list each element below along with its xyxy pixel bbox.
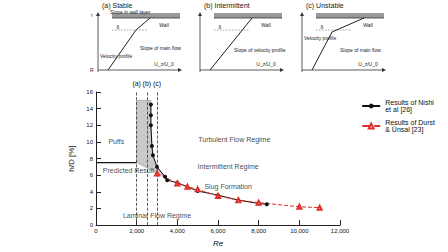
svg-text:(b) Intermittent: (b) Intermittent <box>204 2 250 10</box>
svg-text:6,000: 6,000 <box>210 228 226 234</box>
svg-text:& Ünsal [23]: & Ünsal [23] <box>385 126 423 134</box>
svg-text:h/D [%]: h/D [%] <box>67 145 76 171</box>
svg-text:Re: Re <box>213 239 224 248</box>
svg-text:16: 16 <box>86 89 93 95</box>
svg-text:14: 14 <box>86 106 93 112</box>
svg-text:U_z/U_0: U_z/U_0 <box>154 61 174 67</box>
svg-text:Puffs: Puffs <box>108 138 124 145</box>
svg-text:Results of Durst: Results of Durst <box>385 119 435 126</box>
svg-text:0: 0 <box>94 228 98 234</box>
svg-text:(c) Unstable: (c) Unstable <box>306 2 344 10</box>
svg-text:2: 2 <box>90 205 94 211</box>
svg-text:4,000: 4,000 <box>170 228 186 234</box>
svg-text:Turbulent Flow Regime: Turbulent Flow Regime <box>198 136 270 144</box>
svg-text:Wall: Wall <box>159 22 169 28</box>
svg-text:Slope of velocity profile: Slope of velocity profile <box>234 47 286 53</box>
svg-text:Wall: Wall <box>363 22 373 28</box>
svg-text:δ: δ <box>117 24 120 30</box>
svg-text:12,000: 12,000 <box>331 228 350 234</box>
svg-text:8,000: 8,000 <box>251 228 267 234</box>
svg-text:Results of Nishi: Results of Nishi <box>385 99 434 106</box>
svg-text:4: 4 <box>90 189 94 195</box>
svg-text:Velocity profile: Velocity profile <box>304 35 336 41</box>
svg-text:8: 8 <box>90 156 94 162</box>
svg-text:Velocity profile: Velocity profile <box>100 53 132 59</box>
svg-text:Laminar Flow Regime: Laminar Flow Regime <box>123 212 191 220</box>
svg-text:et al [26]: et al [26] <box>385 106 412 114</box>
svg-text:Predicted Result: Predicted Result <box>103 167 154 174</box>
svg-text:6: 6 <box>90 172 94 178</box>
svg-text:Wall: Wall <box>261 22 271 28</box>
svg-text:δ: δ <box>321 24 324 30</box>
svg-text:10: 10 <box>86 139 93 145</box>
svg-text:U_z/U_0: U_z/U_0 <box>256 61 276 67</box>
svg-text:10,000: 10,000 <box>290 228 309 234</box>
svg-text:R: R <box>90 67 94 73</box>
svg-text:(c): (c) <box>153 80 161 88</box>
svg-text:Slope in wall layer: Slope in wall layer <box>110 9 151 15</box>
svg-text:Slope of main flow: Slope of main flow <box>140 45 181 51</box>
svg-text:Slug Formation: Slug Formation <box>204 183 252 191</box>
svg-text:12: 12 <box>86 122 93 128</box>
svg-text:(a): (a) <box>132 80 141 88</box>
svg-text:(a) Stable: (a) Stable <box>102 2 133 9</box>
svg-text:Slope of main flow: Slope of main flow <box>340 47 381 53</box>
svg-text:δ: δ <box>219 24 222 30</box>
svg-text:2,000: 2,000 <box>129 228 145 234</box>
svg-text:r: r <box>91 12 93 18</box>
svg-text:Intermittent Regime: Intermittent Regime <box>198 163 259 171</box>
svg-text:(b): (b) <box>143 80 152 88</box>
svg-text:0: 0 <box>90 222 94 228</box>
svg-text:U_z/U_0: U_z/U_0 <box>358 61 378 67</box>
